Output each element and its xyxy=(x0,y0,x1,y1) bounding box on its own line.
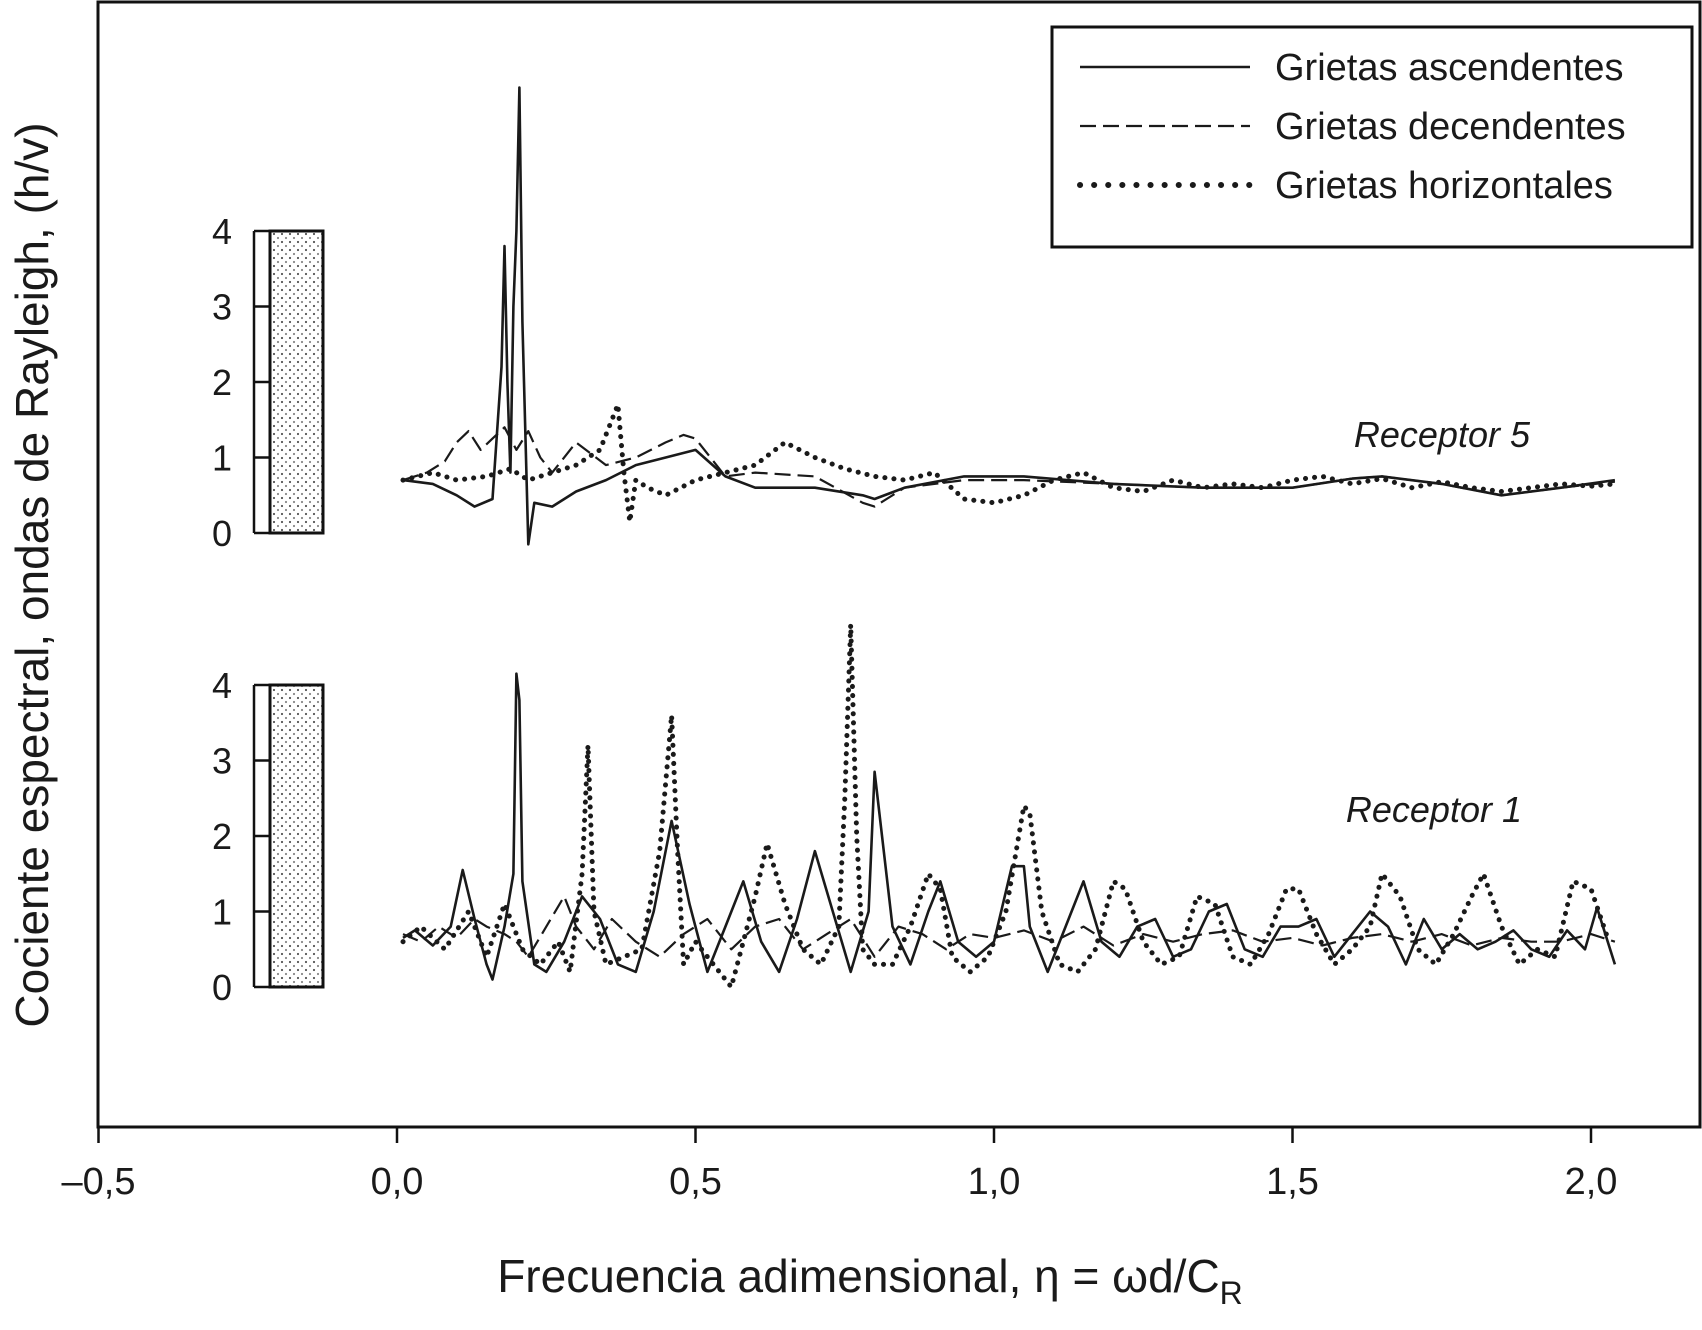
y-axis-label: Cociente espectral, ondas de Rayleigh, (… xyxy=(6,122,58,1027)
panel-label: Receptor 1 xyxy=(1346,789,1522,830)
inset-dotted-bar xyxy=(268,683,325,989)
x-tick-label: –0,5 xyxy=(62,1161,136,1203)
x-axis-label: Frecuencia adimensional, η = ωd/CR xyxy=(497,1250,1243,1311)
x-tick-label: 0,0 xyxy=(371,1161,424,1203)
y-tick-label: 0 xyxy=(212,513,232,554)
x-tick-label: 0,5 xyxy=(669,1161,722,1203)
y-tick-label: 2 xyxy=(212,816,232,857)
legend-box xyxy=(1050,25,1694,249)
x-tick-label: 2,0 xyxy=(1565,1161,1618,1203)
series-line-decendentes xyxy=(402,426,1616,508)
x-tick-label: 1,0 xyxy=(968,1161,1021,1203)
y-tick-label: 4 xyxy=(212,665,232,706)
legend-label: Grietas horizontales xyxy=(1275,165,1613,207)
y-tick-label: 2 xyxy=(212,362,232,403)
inset-dotted-bar xyxy=(268,229,325,535)
panel-label: Receptor 5 xyxy=(1354,414,1531,455)
y-tick-label: 1 xyxy=(212,892,232,933)
y-tick-label: 3 xyxy=(212,741,232,782)
x-tick-label: 1,5 xyxy=(1266,1161,1319,1203)
legend-label: Grietas decendentes xyxy=(1275,106,1626,148)
y-tick-label: 0 xyxy=(212,967,232,1008)
y-tick-label: 4 xyxy=(212,211,232,252)
plot-frame xyxy=(96,0,1702,1129)
y-tick-label: 1 xyxy=(212,438,232,479)
series-line-decendentes xyxy=(402,895,1616,958)
series-line-horizontales xyxy=(400,402,1618,525)
y-tick-label: 3 xyxy=(212,287,232,328)
legend-label: Grietas ascendentes xyxy=(1275,47,1624,89)
